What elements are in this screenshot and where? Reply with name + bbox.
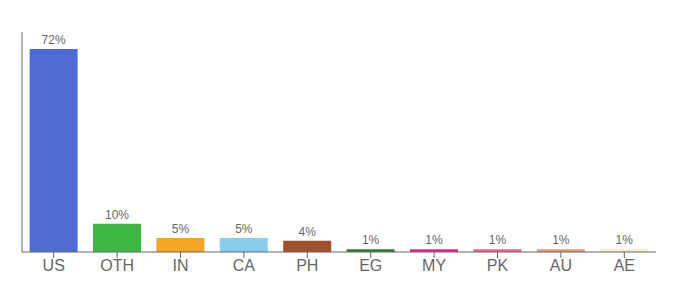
svg-text:1%: 1% — [489, 233, 507, 247]
svg-text:CA: CA — [233, 257, 256, 274]
svg-text:US: US — [43, 257, 65, 274]
svg-text:PK: PK — [487, 257, 509, 274]
svg-text:1%: 1% — [362, 233, 380, 247]
svg-text:4%: 4% — [299, 225, 317, 239]
svg-text:10%: 10% — [105, 208, 129, 222]
svg-text:IN: IN — [173, 257, 189, 274]
svg-text:EG: EG — [359, 257, 382, 274]
svg-text:AU: AU — [550, 257, 572, 274]
svg-text:1%: 1% — [425, 233, 443, 247]
svg-text:72%: 72% — [42, 33, 66, 47]
svg-text:1%: 1% — [616, 233, 634, 247]
svg-text:OTH: OTH — [100, 257, 134, 274]
svg-text:AE: AE — [614, 257, 635, 274]
svg-text:MY: MY — [422, 257, 446, 274]
svg-text:5%: 5% — [172, 222, 190, 236]
svg-text:PH: PH — [296, 257, 318, 274]
svg-text:1%: 1% — [552, 233, 570, 247]
svg-text:5%: 5% — [235, 222, 253, 236]
